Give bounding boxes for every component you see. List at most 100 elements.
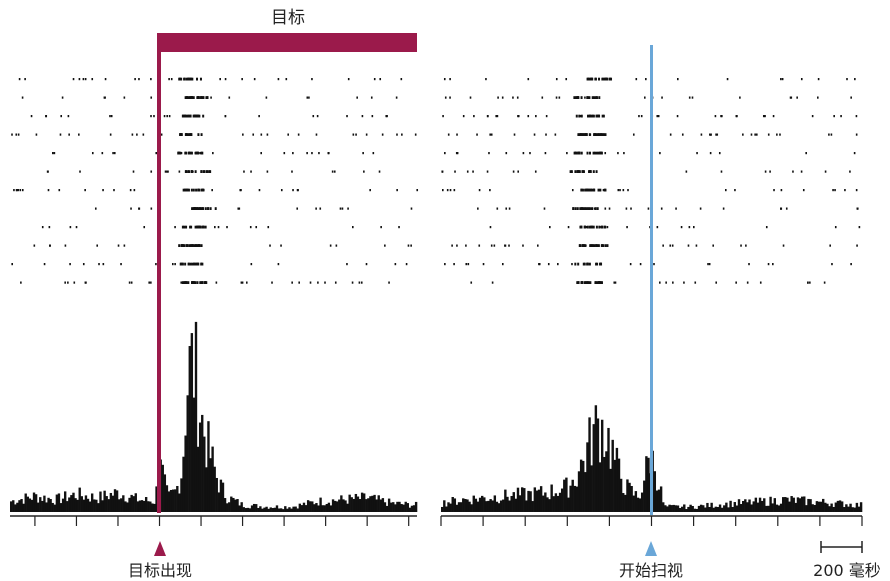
spike-tick (192, 281, 195, 284)
spike-tick (709, 133, 712, 136)
spike-tick (319, 207, 322, 210)
spike-tick (581, 281, 584, 284)
spike-tick (534, 170, 537, 173)
histogram-bin (746, 502, 749, 512)
raster-trial (94, 207, 413, 210)
spike-tick (188, 77, 191, 81)
histogram-bin (712, 507, 715, 512)
histogram-bin (809, 499, 812, 512)
spike-tick (586, 96, 589, 99)
spike-tick (800, 78, 803, 81)
right-time-axis (440, 515, 863, 526)
spike-tick (182, 188, 185, 192)
histogram-bin (617, 458, 621, 512)
spike-tick (583, 262, 586, 266)
spike-tick (486, 170, 489, 173)
spike-tick (61, 96, 64, 99)
spike-tick (94, 207, 97, 210)
histogram-bin (695, 508, 699, 512)
spike-tick (35, 133, 38, 136)
spike-tick (150, 207, 153, 210)
spike-tick (184, 96, 187, 99)
spike-tick (384, 244, 386, 247)
histogram-bin (729, 500, 732, 512)
spike-tick (180, 77, 183, 81)
histogram-bin (628, 482, 631, 512)
spike-tick (570, 170, 573, 173)
spike-tick (189, 244, 192, 247)
spike-tick (613, 281, 616, 284)
histogram-bin (354, 493, 358, 512)
spike-tick (586, 262, 589, 266)
spike-tick (516, 96, 519, 99)
spike-tick (174, 226, 176, 229)
spike-tick (47, 189, 50, 192)
histogram-bin (817, 501, 821, 512)
spike-tick (150, 115, 152, 118)
spike-tick (831, 263, 833, 266)
histogram-bin (455, 504, 459, 512)
spike-tick (206, 170, 209, 173)
spike-tick (850, 263, 852, 266)
spike-tick (590, 188, 593, 192)
spike-tick (582, 133, 585, 136)
spike-tick (150, 281, 152, 284)
histogram-bin (771, 503, 774, 512)
spike-tick (245, 281, 248, 284)
spike-tick (179, 133, 182, 136)
spike-tick (720, 170, 723, 173)
spike-tick (854, 78, 856, 81)
spike-tick (352, 133, 355, 136)
histogram-bin (470, 504, 473, 512)
spike-tick (388, 281, 390, 284)
spike-tick (193, 262, 196, 266)
spike-tick (584, 281, 587, 284)
spike-tick (243, 170, 245, 173)
spike-tick (414, 133, 417, 136)
spike-tick (197, 225, 200, 229)
histogram-bin (309, 501, 312, 512)
spike-tick (680, 226, 683, 229)
spike-tick (623, 152, 625, 155)
spike-tick (694, 281, 697, 284)
target-onset-label: 目标出现 (128, 561, 192, 580)
spike-tick (308, 96, 310, 99)
right-histogram (441, 405, 863, 512)
histogram-bin (805, 505, 808, 512)
spike-tick (280, 189, 283, 192)
spike-tick (571, 189, 574, 192)
spike-tick (373, 78, 376, 81)
histogram-bin (246, 507, 250, 512)
spike-tick (662, 244, 664, 247)
spike-tick (84, 189, 86, 192)
spike-tick (796, 96, 798, 99)
spike-tick (577, 281, 580, 284)
histogram-bin (105, 496, 108, 512)
spike-tick (596, 244, 599, 247)
histogram-bin (198, 422, 202, 512)
histogram-bin (176, 485, 179, 512)
spike-tick (604, 152, 607, 155)
histogram-bin (213, 466, 216, 512)
spike-tick (110, 115, 113, 118)
spike-tick (490, 244, 493, 247)
spike-tick (592, 170, 595, 173)
histogram-bin (348, 494, 351, 512)
histogram-bin (832, 506, 835, 512)
spike-tick (196, 225, 199, 229)
histogram-bin (132, 496, 135, 512)
histogram-bin (443, 500, 446, 512)
spike-tick (593, 207, 596, 210)
histogram-bin (838, 500, 842, 512)
spike-tick (361, 115, 364, 118)
spike-tick (580, 96, 583, 99)
histogram-bin (248, 508, 252, 512)
histogram-bin (296, 508, 299, 512)
spike-tick (588, 96, 591, 99)
histogram-bin (485, 501, 488, 512)
spike-tick (505, 207, 508, 210)
spike-tick (184, 133, 187, 136)
histogram-bin (653, 471, 657, 512)
spike-tick (833, 115, 835, 118)
